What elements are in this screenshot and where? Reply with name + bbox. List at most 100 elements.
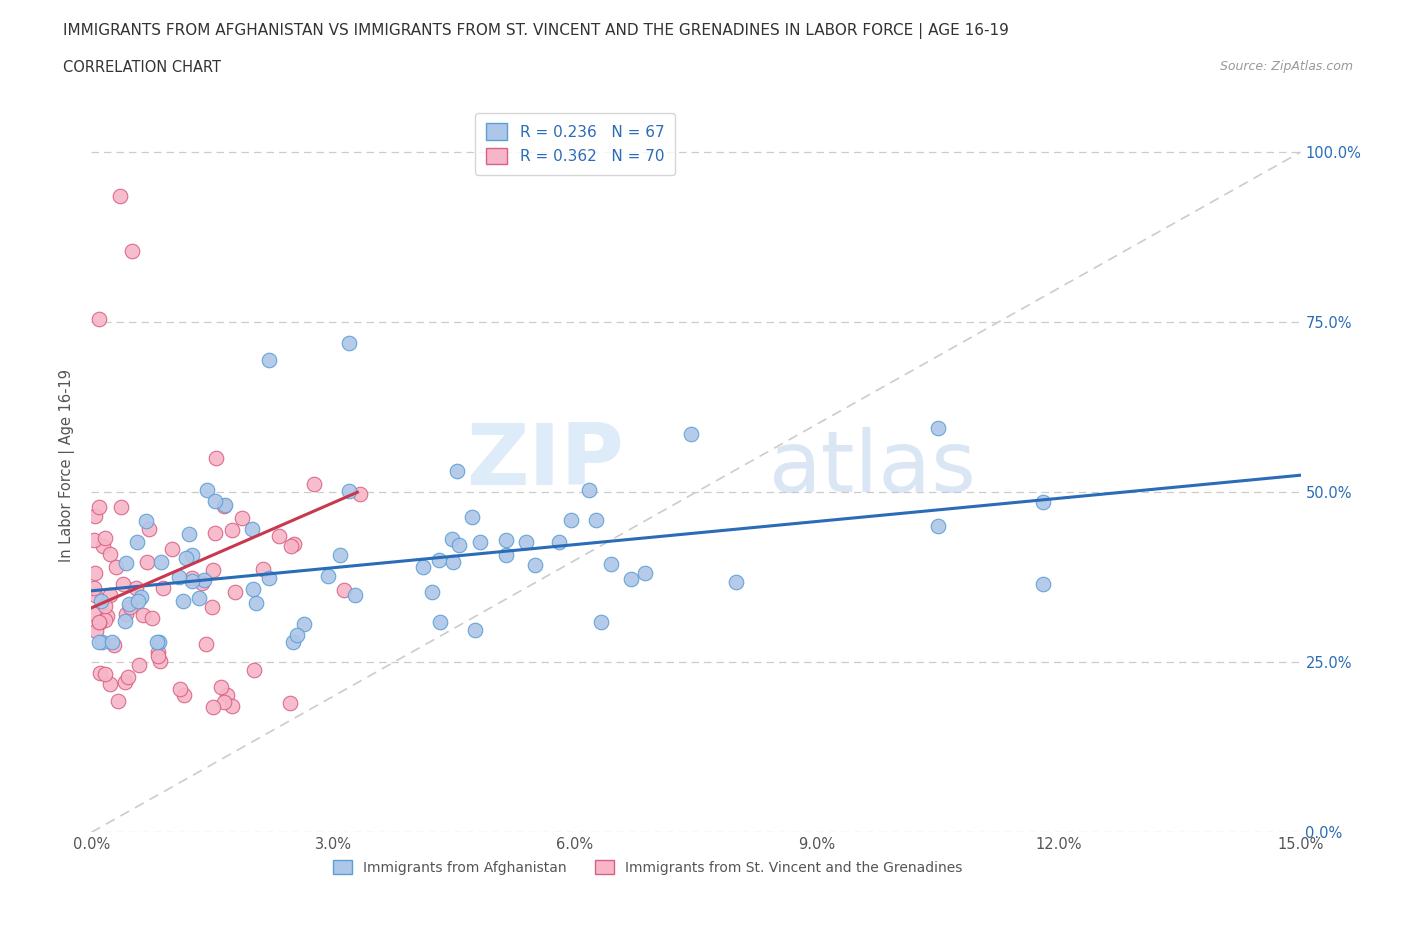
- Point: [117, 669, 139, 684]
- Point: [725, 575, 748, 590]
- Y-axis label: In Labor Force | Age 16-19: In Labor Force | Age 16-19: [59, 368, 76, 562]
- Point: [94, 530, 117, 545]
- Point: [187, 591, 209, 606]
- Point: [128, 658, 150, 672]
- Text: atlas: atlas: [769, 427, 977, 511]
- Point: [214, 498, 236, 512]
- Point: [89, 634, 111, 649]
- Point: [107, 694, 129, 709]
- Point: [173, 687, 195, 702]
- Point: [280, 538, 302, 553]
- Point: [281, 634, 304, 649]
- Point: [193, 573, 215, 588]
- Point: [240, 522, 263, 537]
- Point: [221, 698, 243, 713]
- Point: [125, 534, 148, 549]
- Point: [89, 615, 111, 630]
- Point: [146, 644, 169, 659]
- Point: [115, 555, 138, 570]
- Point: [149, 554, 172, 569]
- Point: [141, 611, 163, 626]
- Point: [441, 554, 464, 569]
- Point: [337, 484, 360, 498]
- Point: [83, 588, 105, 603]
- Point: [114, 674, 136, 689]
- Point: [174, 551, 197, 565]
- Point: [83, 606, 105, 621]
- Point: [86, 623, 108, 638]
- Point: [132, 607, 155, 622]
- Point: [89, 312, 111, 326]
- Point: [167, 569, 190, 584]
- Point: [94, 667, 117, 682]
- Point: [242, 581, 264, 596]
- Point: [180, 570, 202, 585]
- Point: [212, 695, 235, 710]
- Point: [589, 615, 612, 630]
- Point: [420, 584, 443, 599]
- Point: [87, 616, 110, 631]
- Point: [620, 571, 643, 586]
- Point: [349, 486, 371, 501]
- Point: [94, 612, 117, 627]
- Point: [257, 352, 280, 367]
- Point: [172, 593, 194, 608]
- Point: [138, 521, 160, 536]
- Point: [104, 560, 127, 575]
- Point: [1032, 495, 1054, 510]
- Point: [578, 483, 600, 498]
- Point: [98, 547, 121, 562]
- Point: [91, 538, 114, 553]
- Point: [257, 571, 280, 586]
- Point: [89, 499, 111, 514]
- Point: [98, 676, 121, 691]
- Point: [190, 576, 212, 591]
- Point: [283, 537, 305, 551]
- Text: Source: ZipAtlas.com: Source: ZipAtlas.com: [1219, 60, 1353, 73]
- Point: [91, 634, 114, 649]
- Point: [429, 552, 451, 567]
- Point: [468, 534, 491, 549]
- Point: [209, 680, 232, 695]
- Point: [136, 554, 159, 569]
- Point: [129, 590, 152, 604]
- Point: [96, 609, 118, 624]
- Point: [108, 189, 131, 204]
- Point: [181, 547, 204, 562]
- Point: [201, 563, 224, 578]
- Point: [98, 588, 121, 603]
- Point: [114, 607, 136, 622]
- Point: [201, 600, 224, 615]
- Point: [585, 513, 607, 528]
- Legend: Immigrants from Afghanistan, Immigrants from St. Vincent and the Grenadines: Immigrants from Afghanistan, Immigrants …: [328, 855, 969, 881]
- Point: [548, 534, 571, 549]
- Point: [441, 532, 464, 547]
- Point: [634, 565, 657, 580]
- Point: [94, 598, 117, 613]
- Point: [495, 548, 517, 563]
- Point: [111, 577, 134, 591]
- Point: [302, 477, 325, 492]
- Point: [278, 696, 301, 711]
- Point: [212, 499, 235, 514]
- Point: [179, 526, 201, 541]
- Point: [292, 617, 315, 631]
- Point: [927, 420, 949, 435]
- Point: [125, 581, 148, 596]
- Point: [204, 525, 226, 540]
- Point: [344, 588, 367, 603]
- Point: [89, 666, 111, 681]
- Point: [110, 499, 132, 514]
- Point: [560, 512, 582, 527]
- Point: [101, 634, 124, 649]
- Text: CORRELATION CHART: CORRELATION CHART: [63, 60, 221, 75]
- Text: IMMIGRANTS FROM AFGHANISTAN VS IMMIGRANTS FROM ST. VINCENT AND THE GRENADINES IN: IMMIGRANTS FROM AFGHANISTAN VS IMMIGRANT…: [63, 23, 1010, 39]
- Point: [285, 627, 308, 642]
- Point: [412, 560, 434, 575]
- Text: ZIP: ZIP: [465, 419, 623, 503]
- Point: [84, 509, 107, 524]
- Point: [204, 494, 226, 509]
- Point: [146, 648, 169, 663]
- Point: [83, 533, 105, 548]
- Point: [679, 427, 702, 442]
